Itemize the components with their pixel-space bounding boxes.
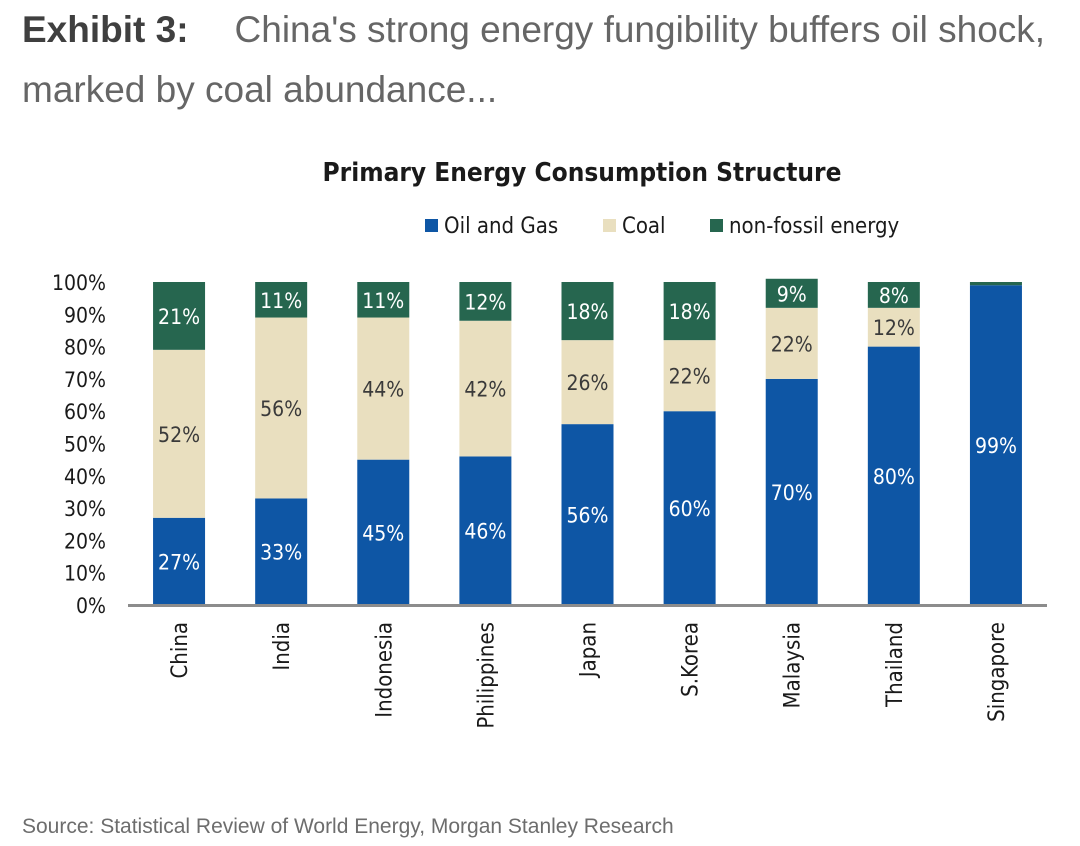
y-tick-label: 10% — [64, 562, 106, 586]
bar-segment — [969, 282, 1022, 286]
bar-segment — [867, 282, 920, 308]
bar-segment — [459, 456, 512, 605]
data-label: 22% — [669, 365, 711, 389]
x-tick-label: China — [168, 622, 193, 679]
x-tick-label: S.Korea — [679, 622, 704, 697]
y-tick-label: 50% — [64, 433, 106, 457]
y-tick-label: 70% — [64, 368, 106, 392]
x-tick-label: Indonesia — [372, 622, 397, 718]
data-label: 99% — [975, 434, 1017, 458]
exhibit-heading: Exhibit 3: China's strong energy fungibil… — [22, 0, 1080, 120]
data-label: 45% — [362, 521, 404, 545]
legend-label: non-fossil energy — [729, 214, 900, 239]
data-label: 12% — [873, 316, 915, 340]
legend-swatch — [603, 219, 616, 232]
bar-segment — [153, 282, 206, 350]
x-tick-label: India — [270, 622, 295, 671]
x-tick-label: Malaysia — [781, 622, 806, 709]
bar-segment — [663, 282, 716, 341]
bar-segment — [867, 346, 920, 605]
exhibit-title: China's strong energy fungibility buffer… — [22, 9, 1046, 110]
data-label: 70% — [771, 481, 813, 505]
data-label: 33% — [260, 541, 302, 565]
bar-segment — [765, 307, 818, 379]
data-label: 26% — [567, 371, 609, 395]
bar-segment — [255, 317, 308, 499]
bar-segment — [663, 340, 716, 412]
x-tick-label: Japan — [577, 622, 602, 679]
bar-segment — [357, 282, 410, 318]
bar-segment — [561, 340, 614, 425]
x-tick-label: Philippines — [474, 622, 499, 729]
bar-segment — [357, 459, 410, 605]
data-label: 46% — [464, 520, 506, 544]
chart-title: Primary Energy Consumption Structure — [323, 158, 842, 188]
bars: 27% 52% 21% 33% 56% 11% 45% 44% 11% 46% 42% 12% 56% 2… — [153, 278, 1022, 605]
y-tick-label: 80% — [64, 336, 106, 360]
data-label: 42% — [464, 378, 506, 402]
bar-segment — [459, 320, 512, 457]
bar-segment — [765, 278, 818, 308]
legend-label: Coal — [622, 214, 666, 239]
data-label: 21% — [158, 305, 200, 329]
data-label: 8% — [879, 284, 909, 308]
data-label: 27% — [158, 550, 200, 574]
data-label: 52% — [158, 423, 200, 447]
y-tick-label: 0% — [76, 594, 106, 618]
data-label: 18% — [669, 300, 711, 324]
exhibit-label: Exhibit 3: — [22, 9, 189, 50]
bar-segment — [255, 282, 308, 318]
bar-segment — [153, 349, 206, 518]
legend: Oil and Gas Coal non-fossil energy — [425, 214, 900, 239]
bar-segment — [153, 517, 206, 605]
data-label: 56% — [260, 397, 302, 421]
legend-swatch — [710, 219, 723, 232]
data-label: 11% — [362, 289, 404, 313]
data-label: 44% — [362, 378, 404, 402]
data-label: 80% — [873, 465, 915, 489]
y-tick-label: 40% — [64, 465, 106, 489]
data-label: 11% — [260, 289, 302, 313]
y-axis: 0% 10% 20% 30% 40% 50% 60% 70% 80% 90% 100% — [52, 271, 106, 618]
data-label: 18% — [567, 300, 609, 324]
legend-label: Oil and Gas — [444, 214, 558, 239]
y-tick-label: 90% — [64, 303, 106, 327]
x-axis: China India Indonesia Philippines Japan S.Kor… — [128, 604, 1047, 729]
bar-segment — [357, 317, 410, 460]
bar-segment — [969, 285, 1022, 605]
source-note: Source: Statistical Review of World Ener… — [22, 815, 674, 838]
data-label: 60% — [669, 497, 711, 521]
stacked-bar-chart: Primary Energy Consumption Structure Oil… — [52, 158, 1047, 729]
bar-segment — [255, 498, 308, 605]
x-tick-label: Thailand — [883, 622, 908, 708]
y-tick-label: 100% — [52, 271, 106, 295]
bar-segment — [459, 282, 512, 321]
bar-segment — [561, 282, 614, 341]
data-label: 56% — [567, 504, 609, 528]
x-tick-label: Singapore — [985, 622, 1010, 722]
bar-segment — [867, 307, 920, 347]
y-tick-label: 20% — [64, 529, 106, 553]
y-tick-label: 60% — [64, 400, 106, 424]
bar-segment — [663, 411, 716, 605]
bar-segment — [765, 378, 818, 605]
data-label: 22% — [771, 332, 813, 356]
bar-segment — [561, 424, 614, 605]
data-label: 9% — [777, 282, 807, 306]
y-tick-label: 30% — [64, 497, 106, 521]
legend-swatch — [425, 219, 438, 232]
data-label: 12% — [464, 290, 506, 314]
